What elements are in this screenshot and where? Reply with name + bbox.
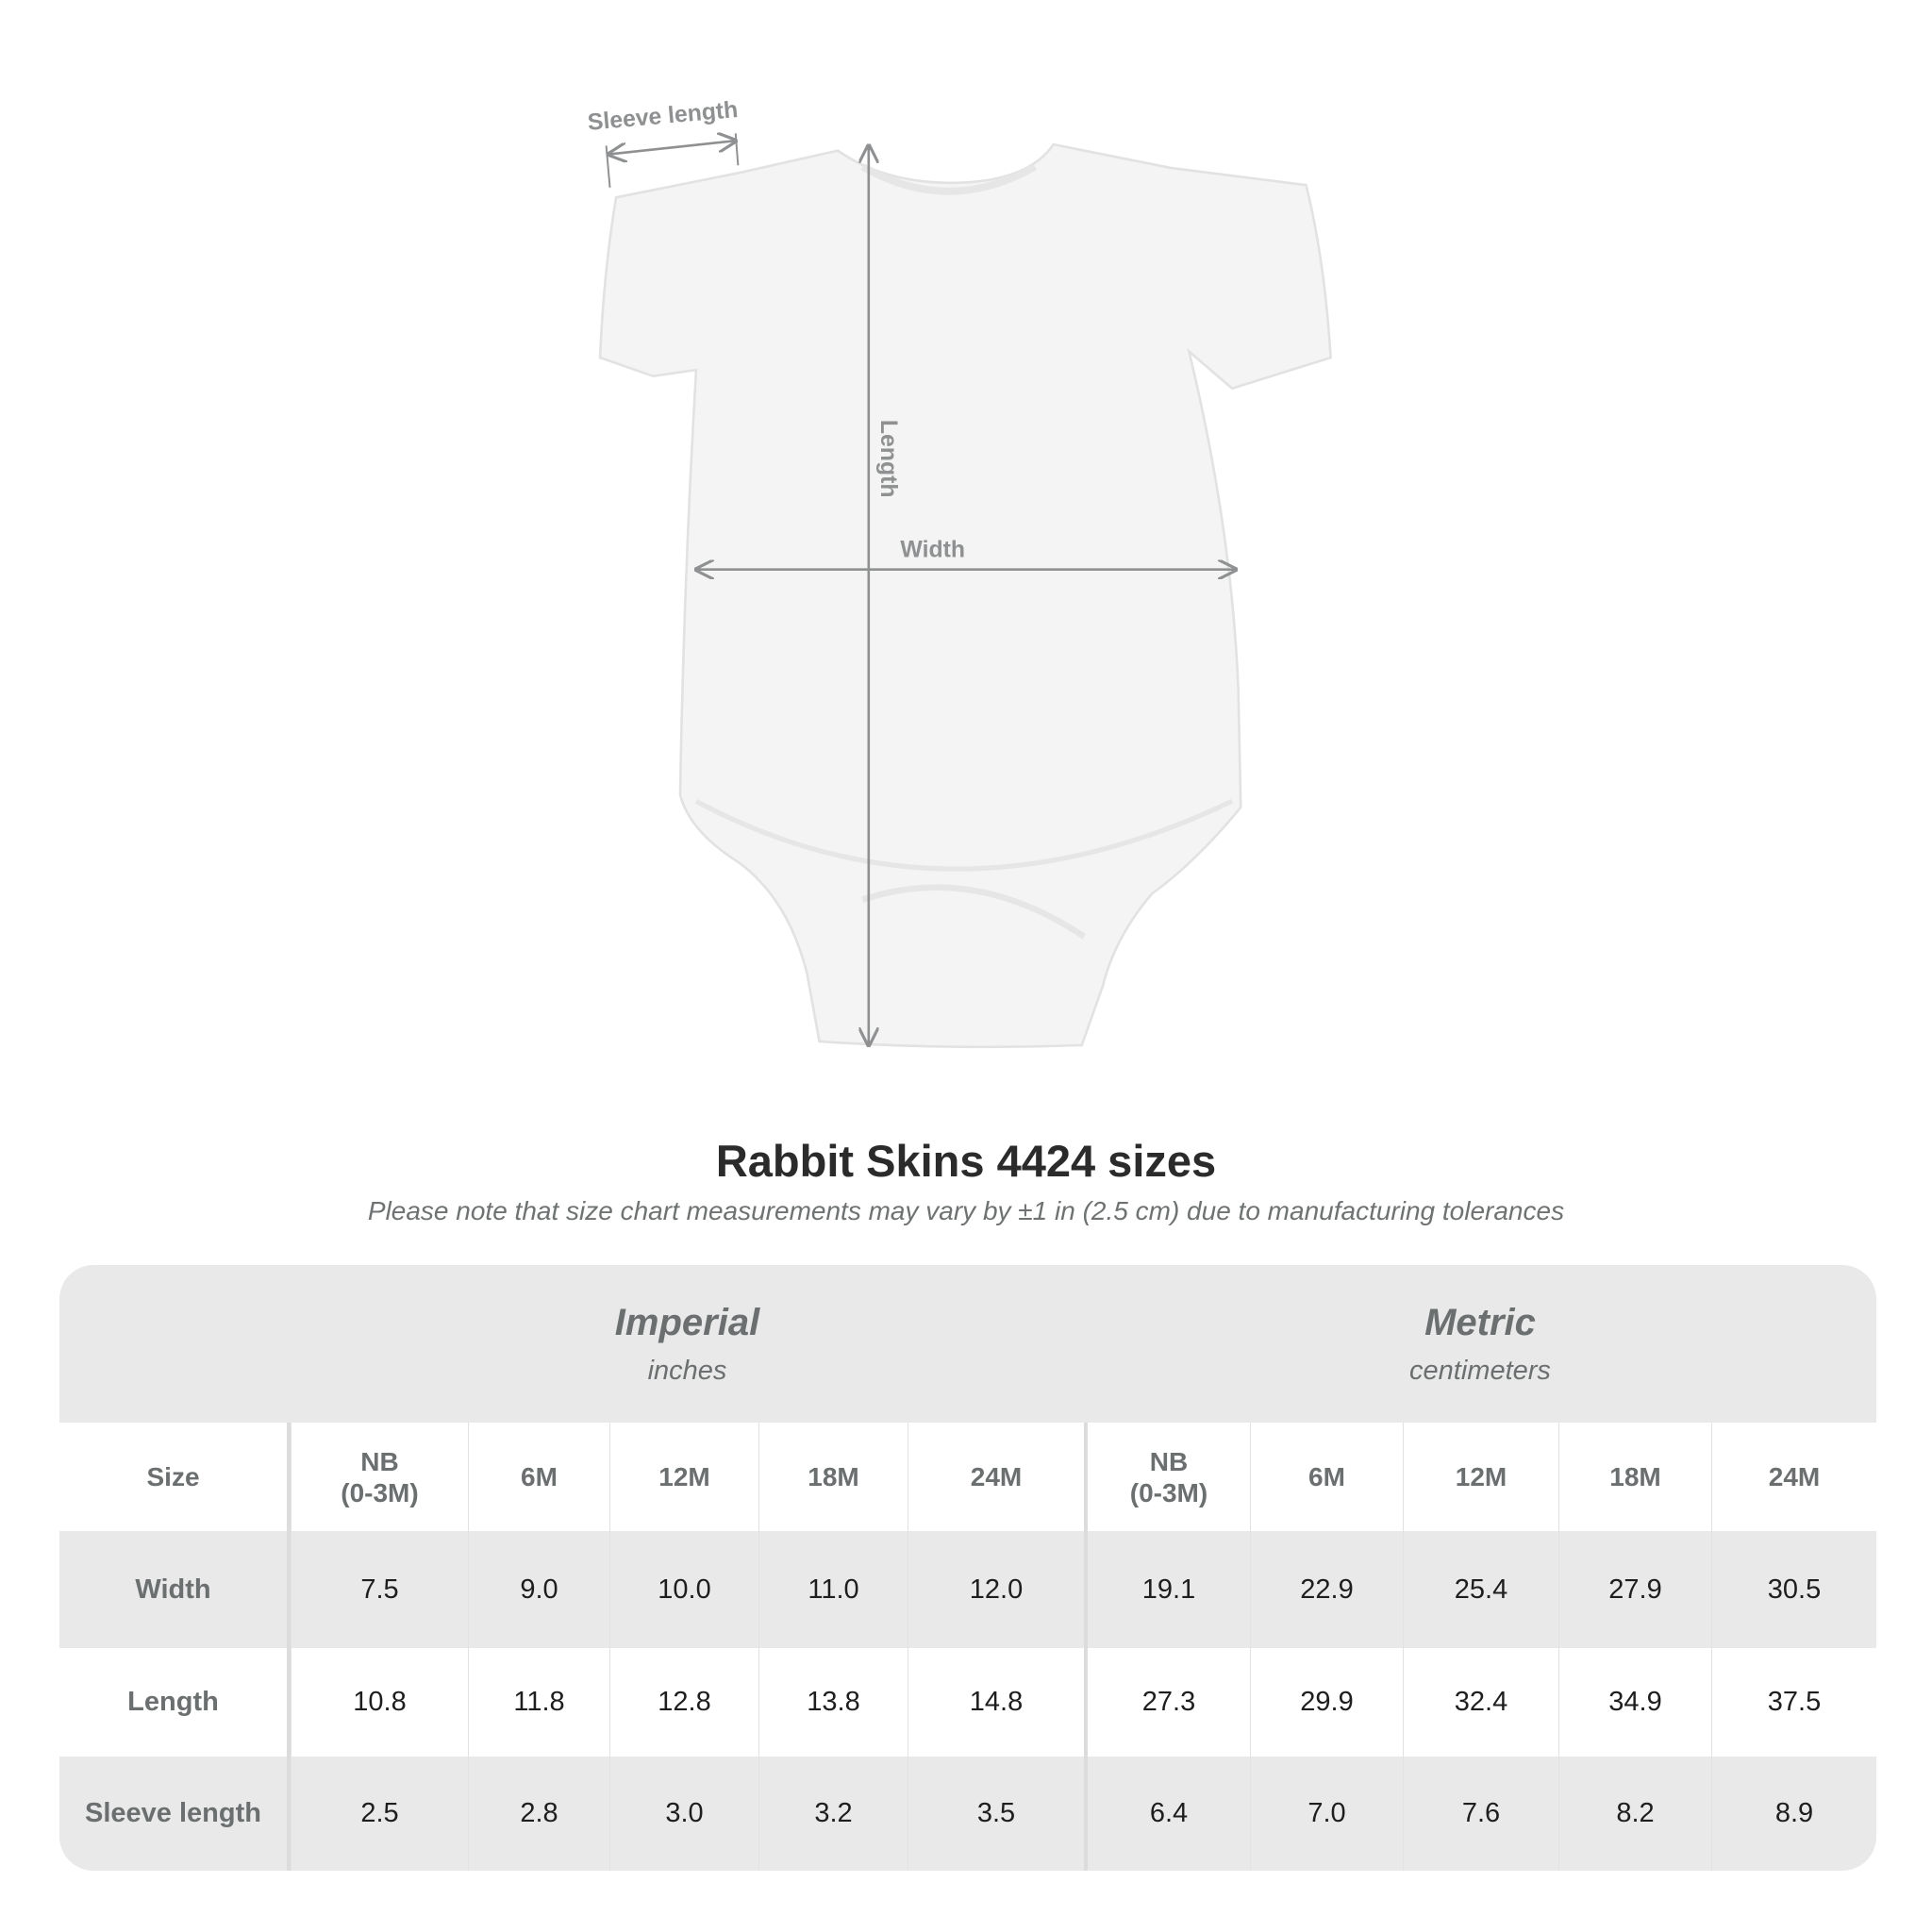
size-chart-table: Imperial inches Metric centimeters Size N…	[59, 1265, 1876, 1871]
size-label: 18M	[808, 1462, 859, 1491]
metric-header: Metric centimeters	[1084, 1265, 1876, 1423]
size-header: Size	[59, 1423, 291, 1531]
table-cell: 9.0	[468, 1531, 609, 1648]
table-cell: 29.9	[1250, 1648, 1403, 1757]
table-cell: 3.0	[609, 1757, 758, 1871]
size-label: 18M	[1609, 1462, 1661, 1491]
table-cell: 30.5	[1711, 1531, 1876, 1648]
table-cell: 27.3	[1084, 1648, 1250, 1757]
tolerance-note: Please note that size chart measurements…	[367, 1196, 1565, 1225]
table-cell: 3.2	[758, 1757, 908, 1871]
size-label: 6M	[521, 1462, 558, 1491]
size-column-header: NB (0-3M)	[1084, 1423, 1250, 1531]
table-cell: 7.0	[1250, 1757, 1403, 1871]
imperial-label: Imperial	[614, 1301, 760, 1343]
size-column-header: 12M	[1403, 1423, 1558, 1531]
size-column-header: 12M	[609, 1423, 758, 1531]
metric-label: Metric	[1424, 1301, 1536, 1343]
table-cell: 14.8	[908, 1648, 1084, 1757]
table-cell: 3.5	[908, 1757, 1084, 1871]
table-cell: 8.9	[1711, 1757, 1876, 1871]
size-label: (0-3M)	[341, 1477, 419, 1507]
sleeve-length-arrow	[608, 141, 736, 154]
size-column-header: 24M	[1711, 1423, 1876, 1531]
table-cell: 12.0	[908, 1531, 1084, 1648]
table-cell: 7.6	[1403, 1757, 1558, 1871]
page-title: Rabbit Skins 4424 sizes	[715, 1136, 1217, 1186]
imperial-unit: inches	[647, 1355, 727, 1386]
table-cell: 2.8	[468, 1757, 609, 1871]
size-column-header: 18M	[1558, 1423, 1711, 1531]
table-cell: 11.8	[468, 1648, 609, 1757]
imperial-header: Imperial inches	[291, 1265, 1084, 1423]
size-label: 12M	[1455, 1462, 1507, 1491]
size-column-header: NB (0-3M)	[291, 1423, 468, 1531]
size-label: 6M	[1308, 1462, 1345, 1491]
table-cell: 12.8	[609, 1648, 758, 1757]
table-cell: 19.1	[1084, 1531, 1250, 1648]
table-cell: 10.0	[609, 1531, 758, 1648]
table-cell: 10.8	[291, 1648, 468, 1757]
size-label: NB	[360, 1446, 399, 1476]
length-label: Length	[875, 420, 901, 498]
table-cell: 32.4	[1403, 1648, 1558, 1757]
size-label: (0-3M)	[1129, 1477, 1208, 1507]
size-column-header: 6M	[1250, 1423, 1403, 1531]
row-label: Sleeve length	[59, 1757, 291, 1871]
table-cell: 11.0	[758, 1531, 908, 1648]
table-cell: 6.4	[1084, 1757, 1250, 1871]
table-cell: 25.4	[1403, 1531, 1558, 1648]
sleeve-length-label: Sleeve length	[587, 97, 740, 136]
neckband	[860, 163, 1038, 195]
width-label: Width	[900, 538, 965, 563]
table-cell: 37.5	[1711, 1648, 1876, 1757]
row-label: Length	[59, 1648, 291, 1757]
row-label: Width	[59, 1531, 291, 1648]
table-cell: 7.5	[291, 1531, 468, 1648]
size-column-header: 24M	[908, 1423, 1084, 1531]
table-cell: 13.8	[758, 1648, 908, 1757]
size-label: NB	[1149, 1446, 1189, 1476]
size-column-header: 18M	[758, 1423, 908, 1531]
leg-opening-seam	[694, 798, 1234, 872]
metric-unit: centimeters	[1409, 1355, 1551, 1386]
table-cell: 2.5	[291, 1757, 468, 1871]
onesie-measurement-diagram: Sleeve length Length Width	[587, 97, 1332, 1049]
onesie-body	[598, 142, 1332, 1049]
size-label: 24M	[1768, 1462, 1821, 1491]
table-cell: 8.2	[1558, 1757, 1711, 1871]
header-corner	[59, 1265, 291, 1423]
size-column-header: 6M	[468, 1423, 609, 1531]
size-label: 12M	[658, 1462, 710, 1491]
table-cell: 27.9	[1558, 1531, 1711, 1648]
table-cell: 34.9	[1558, 1648, 1711, 1757]
size-label: 24M	[970, 1462, 1023, 1491]
crotch-flap	[861, 884, 1087, 940]
table-cell: 22.9	[1250, 1531, 1403, 1648]
